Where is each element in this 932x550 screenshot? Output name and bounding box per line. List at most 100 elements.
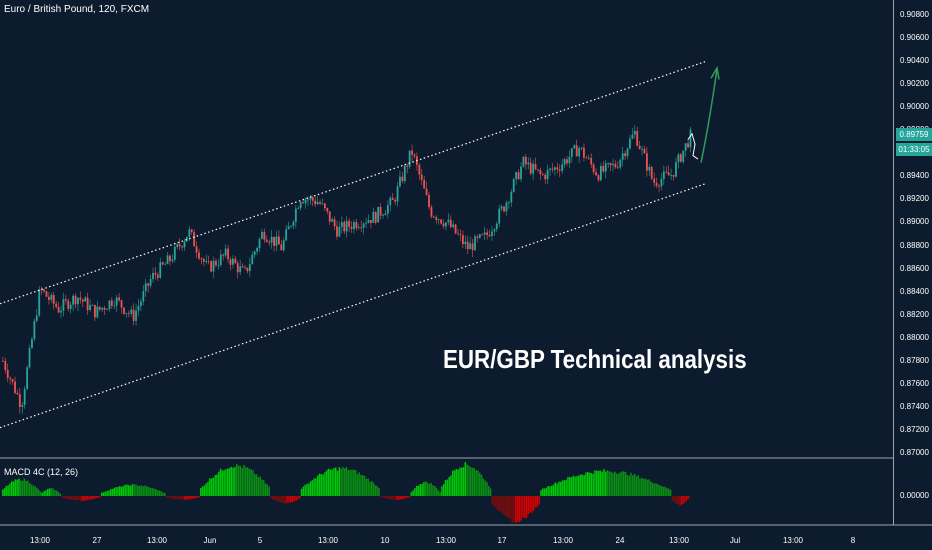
macd-bar [101, 492, 103, 496]
macd-bar [657, 484, 659, 496]
macd-bar [144, 485, 146, 496]
candle-body [345, 220, 348, 232]
macd-bar [605, 471, 607, 496]
candle-body [159, 262, 162, 278]
macd-bar [196, 496, 198, 498]
macd-bar [245, 467, 247, 496]
macd-bar [165, 496, 168, 498]
candle-body [207, 261, 210, 262]
candle-body [672, 174, 675, 177]
candle-body [522, 156, 525, 167]
macd-bar [443, 484, 445, 496]
candle-body [677, 154, 680, 163]
macd-bar [664, 486, 666, 496]
candle-body [210, 261, 213, 272]
macd-bar [396, 496, 398, 500]
candle-body [297, 208, 300, 209]
candle-body [152, 272, 154, 280]
macd-bar [104, 491, 107, 496]
candle-body [478, 234, 481, 238]
macd-bar [390, 496, 393, 500]
candle-body [442, 223, 445, 227]
macd-bar [434, 485, 436, 496]
symbol-title[interactable]: Euro / British Pound, 120, FXCM [4, 4, 150, 15]
macd-bar [207, 481, 209, 496]
candle-body [583, 147, 585, 158]
candle-body [319, 201, 321, 204]
candle-body [432, 216, 435, 218]
macd-bar [336, 470, 339, 496]
macd-bar [444, 480, 447, 496]
candle-body [474, 236, 476, 251]
candle-body [508, 202, 510, 204]
price-scale[interactable] [893, 0, 932, 525]
candle-body [2, 360, 4, 362]
price-tick-label: 0.89400 [900, 171, 929, 181]
macd-bar [322, 474, 324, 496]
macd-bar [441, 486, 443, 496]
candle-body [173, 246, 176, 260]
candle-body [311, 197, 314, 201]
macd-bar [452, 470, 454, 496]
macd-bar [516, 496, 519, 522]
macd-bar [133, 484, 135, 496]
price-tick-label: 0.88400 [900, 286, 929, 296]
macd-bar [241, 467, 243, 496]
macd-bar [525, 496, 528, 518]
macd-bar [502, 496, 504, 515]
macd-bar [673, 496, 675, 503]
macd-bar [34, 486, 36, 496]
macd-bar [237, 465, 240, 496]
price-tick-label: 0.89200 [900, 194, 929, 204]
macd-bar [311, 480, 314, 496]
macd-bar [560, 481, 562, 496]
macd-bar [353, 469, 355, 496]
macd-bar [218, 471, 220, 496]
candle-body [176, 244, 179, 247]
time-tick-label: 13:00 [29, 536, 51, 545]
macd-bar [450, 475, 452, 496]
candle-body [144, 283, 147, 292]
macd-bar [506, 496, 508, 517]
macd-bar [669, 489, 672, 496]
macd-bar [491, 496, 494, 505]
macd-bar [50, 488, 53, 496]
macd-bar [178, 496, 180, 500]
macd-bar [556, 483, 558, 496]
candle-body [621, 153, 624, 160]
candle-body [50, 294, 53, 300]
candle-body [178, 244, 181, 247]
macd-bar [79, 496, 81, 501]
candle-body [328, 211, 331, 222]
price-tick-label: 0.88600 [900, 263, 929, 273]
time-tick-label: 10 [380, 536, 390, 545]
candle-body [633, 130, 636, 135]
candle-body [360, 227, 363, 229]
candle-body [140, 301, 142, 306]
macd-bar [628, 475, 630, 496]
candle-body [125, 313, 128, 314]
macd-bar [75, 496, 78, 501]
candle-body [79, 297, 82, 300]
macd-bar [117, 486, 119, 496]
candle-body [653, 178, 656, 183]
candle-body [374, 211, 377, 223]
candle-body [96, 306, 99, 318]
macd-bar [140, 485, 143, 496]
candle-body [527, 162, 530, 165]
price-tick-label: 0.88200 [900, 309, 929, 319]
macd-bar [185, 496, 188, 500]
macd-indicator-title[interactable]: MACD 4C (12, 26) [4, 467, 79, 477]
macd-bar [309, 481, 312, 496]
macd-bar [288, 496, 290, 503]
candle-body [466, 241, 469, 250]
candle-body [149, 279, 152, 286]
candle-body [67, 300, 70, 309]
candle-body [273, 236, 275, 246]
macd-bar [369, 481, 371, 496]
candle-body [459, 234, 462, 236]
candle-body [411, 150, 413, 155]
macd-bar [678, 496, 681, 506]
macd-bar [592, 473, 594, 496]
